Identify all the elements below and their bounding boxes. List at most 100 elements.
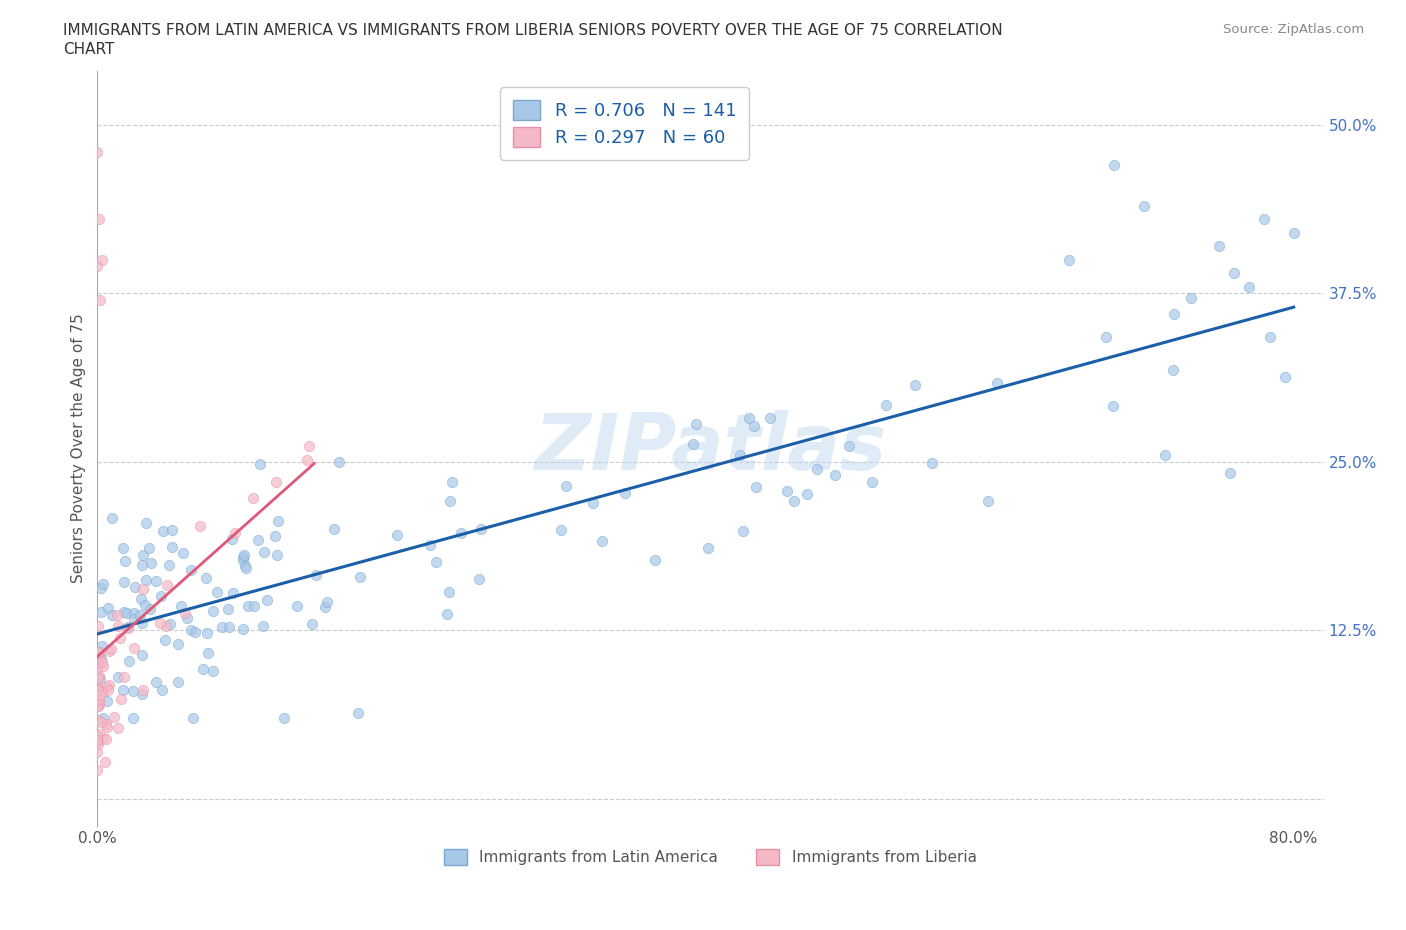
- Point: [1253, 212, 1275, 227]
- Point: [150, 683, 173, 698]
- Point: [90, 580, 112, 595]
- Point: [232, 621, 254, 636]
- Point: [97, 601, 120, 616]
- Point: [425, 555, 447, 570]
- Point: [224, 525, 246, 540]
- Point: [122, 605, 145, 620]
- Point: [1274, 369, 1296, 384]
- Point: [87, 693, 110, 708]
- Point: [328, 455, 350, 470]
- Point: [112, 540, 135, 555]
- Point: [202, 664, 225, 679]
- Point: [115, 605, 138, 620]
- Point: [249, 457, 271, 472]
- Point: [97, 644, 120, 658]
- Point: [976, 494, 998, 509]
- Point: [167, 674, 190, 689]
- Point: [114, 553, 136, 568]
- Point: [211, 619, 233, 634]
- Point: [191, 661, 214, 676]
- Point: [89, 644, 111, 659]
- Point: [180, 622, 202, 637]
- Point: [176, 610, 198, 625]
- Point: [135, 516, 157, 531]
- Point: [440, 475, 463, 490]
- Point: [682, 436, 704, 451]
- Point: [131, 557, 153, 572]
- Point: [96, 716, 118, 731]
- Point: [1219, 466, 1241, 481]
- Point: [1133, 198, 1156, 213]
- Point: [285, 599, 308, 614]
- Point: [128, 607, 150, 622]
- Point: [91, 684, 114, 699]
- Point: [87, 737, 110, 751]
- Point: [1258, 330, 1281, 345]
- Point: [117, 619, 139, 634]
- Point: [194, 570, 217, 585]
- Point: [904, 378, 927, 392]
- Point: [806, 461, 828, 476]
- Point: [742, 418, 765, 433]
- Point: [101, 607, 124, 622]
- Point: [138, 602, 160, 617]
- Point: [591, 534, 613, 549]
- Point: [90, 604, 112, 619]
- Point: [419, 538, 441, 552]
- Point: [117, 620, 139, 635]
- Point: [86, 660, 108, 675]
- Point: [132, 683, 155, 698]
- Point: [439, 494, 461, 509]
- Point: [122, 641, 145, 656]
- Point: [131, 647, 153, 662]
- Point: [205, 584, 228, 599]
- Point: [170, 599, 193, 614]
- Point: [97, 683, 120, 698]
- Point: [745, 479, 768, 494]
- Point: [87, 683, 110, 698]
- Point: [124, 579, 146, 594]
- Point: [96, 680, 118, 695]
- Point: [236, 599, 259, 614]
- Point: [685, 417, 707, 432]
- Point: [86, 259, 108, 273]
- Point: [111, 683, 134, 698]
- Point: [824, 467, 846, 482]
- Y-axis label: Seniors Poverty Over the Age of 75: Seniors Poverty Over the Age of 75: [72, 313, 86, 583]
- Point: [172, 545, 194, 560]
- Point: [180, 563, 202, 578]
- Point: [118, 654, 141, 669]
- Point: [87, 681, 110, 696]
- Point: [731, 524, 754, 538]
- Point: [138, 540, 160, 555]
- Point: [94, 732, 117, 747]
- Point: [89, 651, 111, 666]
- Point: [134, 597, 156, 612]
- Point: [90, 715, 112, 730]
- Point: [96, 694, 118, 709]
- Point: [1102, 158, 1125, 173]
- Point: [86, 763, 108, 777]
- Point: [96, 720, 118, 735]
- Point: [107, 618, 129, 633]
- Point: [100, 641, 122, 656]
- Point: [470, 522, 492, 537]
- Point: [150, 589, 173, 604]
- Point: [450, 525, 472, 540]
- Point: [90, 639, 112, 654]
- Point: [349, 569, 371, 584]
- Point: [644, 552, 666, 567]
- Point: [264, 475, 287, 490]
- Point: [91, 577, 114, 591]
- Point: [86, 144, 108, 159]
- Point: [1223, 266, 1246, 281]
- Point: [1208, 239, 1230, 254]
- Point: [256, 592, 278, 607]
- Point: [582, 496, 605, 511]
- Point: [387, 527, 409, 542]
- Point: [235, 559, 257, 574]
- Point: [728, 447, 751, 462]
- Point: [347, 706, 370, 721]
- Point: [87, 713, 110, 728]
- Point: [315, 594, 337, 609]
